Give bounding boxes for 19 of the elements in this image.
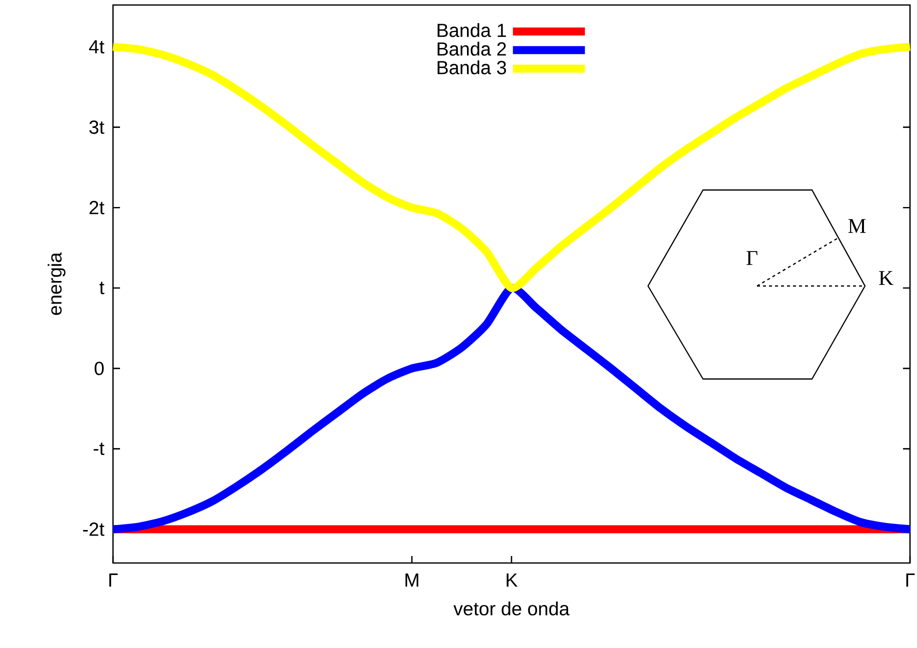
legend-label: Banda 3 xyxy=(438,60,506,74)
annotation: K xyxy=(879,271,894,285)
x-axis-title: vetor de onda xyxy=(453,601,570,616)
annotation: Γ xyxy=(746,251,758,265)
legend-label: Banda 2 xyxy=(438,42,506,56)
y-tick-label: -t xyxy=(94,442,104,456)
y-axis-title: energia xyxy=(48,252,66,315)
x-tick-label: K xyxy=(506,574,518,587)
x-tick-label: Γ xyxy=(109,574,118,587)
y-tick-label: t xyxy=(99,282,104,294)
y-tick-label: 3t xyxy=(89,120,104,134)
x-tick-label: M xyxy=(406,574,418,587)
y-tick-label: -2t xyxy=(83,522,104,536)
annotation: M xyxy=(848,219,866,233)
y-tick-label: 2t xyxy=(90,200,104,214)
x-tick-label: Γ xyxy=(906,574,915,587)
y-tick-label: 4t xyxy=(89,40,104,54)
y-tick-label: 0 xyxy=(94,362,104,376)
legend-label: Banda 1 xyxy=(438,23,506,38)
